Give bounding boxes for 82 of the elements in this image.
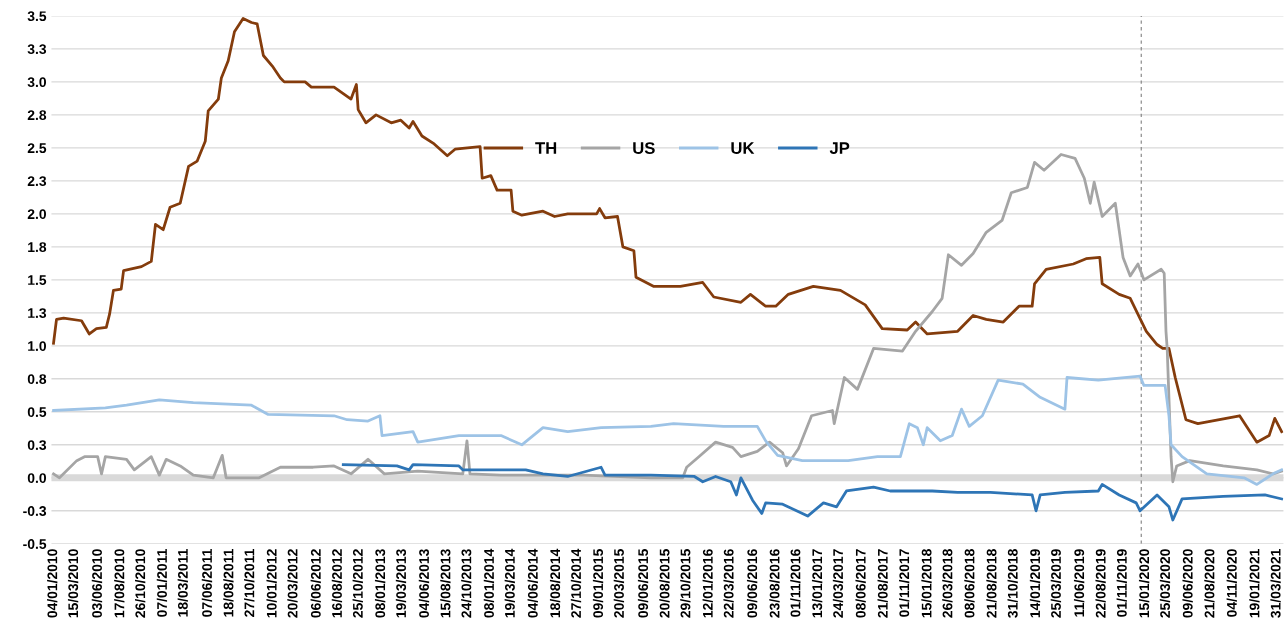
x-tick-label: 21/08/2017: [877, 549, 888, 618]
x-tick-label: 29/10/2015: [680, 549, 691, 618]
y-tick-label: 0.0: [27, 473, 47, 483]
x-tick-label: 15/08/2013: [440, 549, 451, 618]
x-tick-label: 09/06/2020: [1182, 549, 1193, 618]
x-tick-label: 13/01/2017: [811, 549, 823, 618]
x-tick-label: 12/01/2016: [702, 549, 713, 618]
x-tick-label: 18/08/2014: [549, 548, 561, 618]
x-tick-label: 27/10/2014: [570, 548, 582, 618]
x-tick-label: 25/03/2020: [1159, 549, 1171, 618]
x-tick-label: 24/10/2013: [461, 549, 472, 618]
y-tick-label: -0.3: [23, 506, 47, 516]
x-tick-label: 10/01/2012: [266, 549, 277, 618]
x-tick-label: 23/08/2016: [769, 549, 780, 618]
legend-label: US: [633, 142, 655, 154]
x-tick-label: 07/01/2011: [156, 549, 168, 617]
y-tick-label: 0.5: [27, 407, 47, 417]
y-tick-label: 3.3: [27, 44, 47, 55]
x-tick-label: 25/03/2019: [1050, 549, 1062, 618]
x-tick-label: 01/11/2017: [898, 549, 910, 617]
x-tick-label: 06/06/2012: [310, 549, 321, 618]
x-tick-label: 21/08/2018: [986, 549, 997, 618]
y-tick-label: 1.5: [28, 275, 47, 286]
x-tick-label: 27/10/2011: [244, 549, 255, 617]
x-tick-label: 04/11/2020: [1226, 549, 1237, 617]
x-tick-label: 26/10/2010: [134, 549, 146, 618]
x-tick-label: 20/03/2015: [613, 549, 625, 618]
x-tick-label: 03/06/2010: [91, 549, 103, 618]
y-tick-label: 2.3: [27, 176, 47, 187]
y-tick-label: 3.5: [27, 11, 47, 22]
x-tick-label: 15/03/2010: [67, 549, 79, 618]
x-tick-label: 08/06/2017: [855, 549, 866, 618]
x-tick-label: 25/10/2012: [352, 549, 363, 618]
x-tick-label: 31/10/2018: [1007, 549, 1018, 618]
x-tick-label: 16/08/2012: [331, 549, 343, 618]
x-tick-label: 19/03/2013: [395, 549, 407, 618]
x-tick-label: 07/06/2011: [201, 549, 213, 617]
x-tick-label: 08/01/2013: [374, 549, 386, 618]
y-tick-label: -0.5: [23, 539, 47, 549]
x-tick-label: 08/01/2014: [483, 548, 495, 618]
x-tick-label: 01/11/2016: [790, 549, 801, 617]
x-tick-label: 19/01/2021: [1249, 549, 1260, 618]
legend-label: UK: [731, 142, 755, 154]
x-tick-label: 26/03/2018: [942, 549, 953, 618]
x-tick-label: 08/06/2018: [964, 549, 975, 618]
y-tick-label: 1.0: [28, 341, 47, 351]
x-tick-label: 21/08/2020: [1204, 549, 1215, 618]
y-tick-label: 0.3: [27, 440, 47, 450]
y-tick-label: 1.3: [28, 308, 47, 319]
x-tick-label: 20/08/2015: [659, 549, 670, 618]
line-series: [52, 17, 1284, 444]
x-tick-label: 15/01/2020: [1138, 549, 1150, 618]
x-tick-label: 18/03/2011: [177, 549, 188, 617]
x-tick-label: 04/06/2014: [527, 548, 538, 618]
y-tick-label: 2.5: [27, 143, 47, 154]
y-tick-label: 1.8: [28, 242, 47, 253]
x-tick-label: 19/03/2014: [504, 548, 515, 618]
y-tick-label: 2.8: [27, 110, 47, 121]
x-tick-label: 22/03/2016: [723, 549, 734, 618]
x-tick-label: 09/01/2015: [592, 549, 604, 618]
x-tick-label: 31/03/2021: [1270, 549, 1281, 618]
legend-label: JP: [829, 142, 850, 154]
x-tick-label: 01/11/2019: [1116, 549, 1127, 617]
y-tick-label: 2.0: [27, 209, 47, 220]
x-tick-label: 18/08/2011: [223, 549, 234, 617]
x-tick-label: 04/06/2013: [418, 549, 430, 618]
x-tick-label: 14/01/2019: [1029, 549, 1041, 618]
line-series: [52, 374, 1284, 486]
x-tick-label: 20/03/2012: [287, 549, 298, 618]
legend-label: TH: [535, 142, 557, 154]
x-tick-label: 09/06/2016: [746, 549, 758, 618]
x-tick-label: 11/06/2019: [1073, 549, 1085, 617]
line-series: [52, 153, 1284, 484]
y-tick-label: 0.8: [27, 374, 47, 384]
x-tick-label: 17/08/2010: [114, 549, 125, 618]
line-series: [341, 463, 1284, 522]
x-tick-label: 22/08/2019: [1095, 549, 1106, 618]
y-tick-label: 3.0: [27, 77, 47, 88]
x-tick-label: 04/01/2010: [47, 549, 58, 618]
x-tick-label: 15/01/2018: [921, 549, 932, 618]
x-tick-label: 24/03/2017: [832, 549, 844, 618]
x-tick-label: 09/06/2015: [637, 549, 649, 618]
